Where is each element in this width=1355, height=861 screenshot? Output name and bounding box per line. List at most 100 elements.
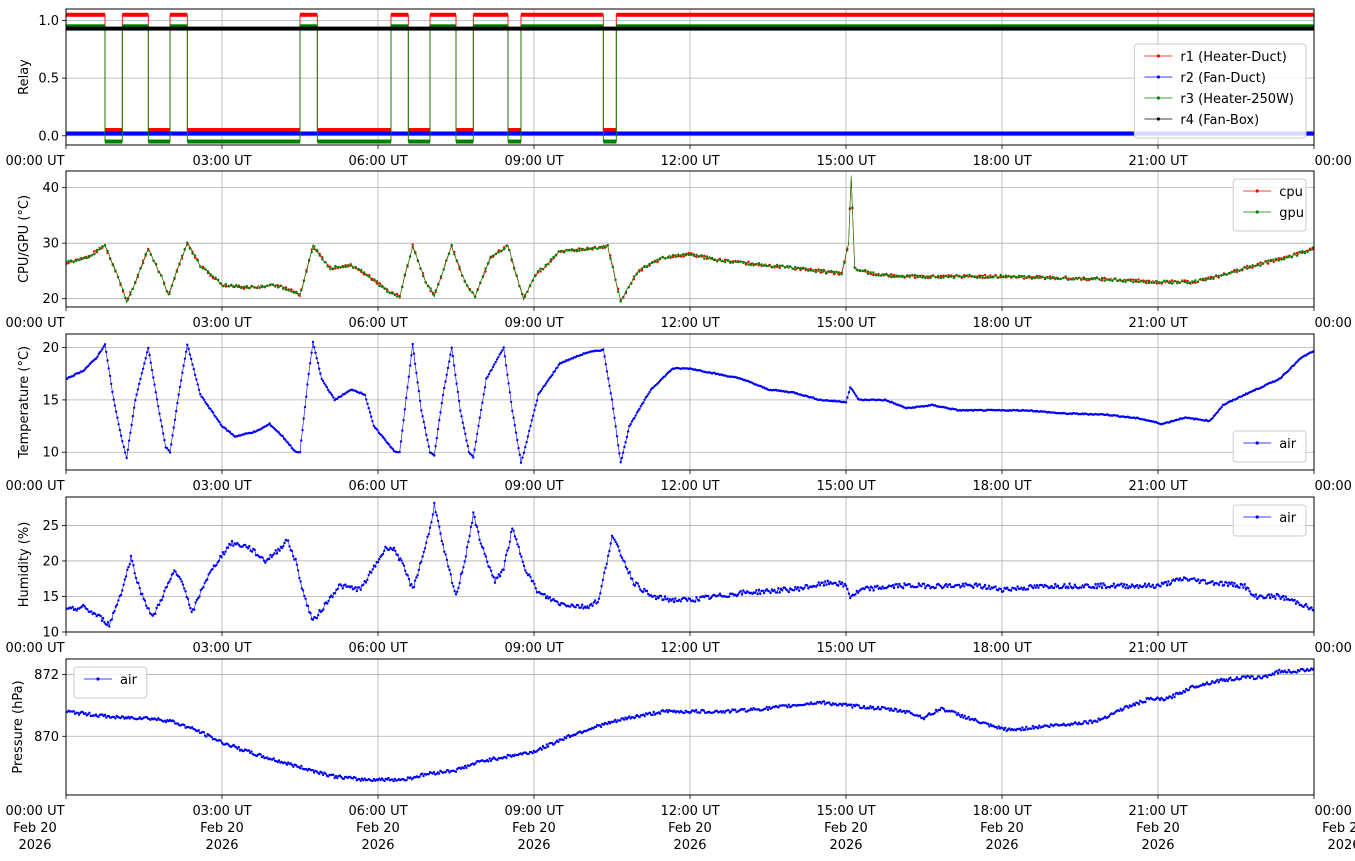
data-point bbox=[284, 286, 288, 289]
data-point bbox=[455, 259, 459, 262]
data-point bbox=[197, 388, 201, 391]
y-tick-label: 20 bbox=[42, 554, 59, 569]
data-point bbox=[742, 261, 745, 264]
data-point bbox=[420, 560, 423, 563]
data-point bbox=[936, 710, 939, 713]
series-markers bbox=[66, 501, 1314, 628]
data-point bbox=[770, 266, 774, 269]
data-point bbox=[1123, 583, 1126, 586]
data-point bbox=[1158, 698, 1162, 702]
data-point bbox=[924, 587, 927, 590]
data-point bbox=[562, 738, 565, 742]
data-point bbox=[634, 414, 637, 417]
data-point bbox=[273, 552, 276, 555]
data-point bbox=[978, 583, 982, 586]
data-point bbox=[139, 267, 142, 270]
data-point bbox=[617, 444, 620, 447]
data-point bbox=[183, 357, 187, 360]
data-point bbox=[374, 565, 377, 568]
data-point bbox=[603, 355, 606, 358]
data-point bbox=[785, 704, 788, 707]
data-point bbox=[179, 577, 182, 581]
data-point bbox=[501, 349, 504, 352]
data-point bbox=[591, 604, 594, 607]
data-point bbox=[849, 703, 853, 706]
data-point bbox=[473, 295, 477, 299]
data-point bbox=[781, 589, 784, 592]
data-point bbox=[1243, 583, 1246, 586]
data-point bbox=[401, 429, 404, 432]
data-point bbox=[1118, 709, 1121, 713]
data-point bbox=[136, 273, 140, 276]
data-point bbox=[1157, 697, 1160, 700]
data-point bbox=[69, 259, 73, 262]
data-point bbox=[929, 276, 932, 280]
data-point bbox=[908, 275, 911, 279]
data-point bbox=[264, 561, 267, 564]
data-point bbox=[792, 589, 796, 592]
data-point bbox=[1183, 280, 1187, 284]
data-point bbox=[1279, 597, 1282, 601]
data-point bbox=[545, 743, 548, 746]
data-point bbox=[484, 270, 487, 273]
data-point bbox=[510, 258, 513, 261]
data-point bbox=[388, 291, 391, 294]
data-point bbox=[417, 389, 421, 393]
data-point bbox=[219, 739, 222, 742]
data-point bbox=[1267, 262, 1270, 265]
x-tick-label: 12:00 UT bbox=[660, 479, 719, 494]
data-point bbox=[643, 715, 646, 718]
data-point bbox=[1012, 275, 1015, 278]
data-point bbox=[281, 434, 284, 438]
data-point bbox=[216, 561, 219, 564]
data-point bbox=[537, 393, 540, 396]
data-point bbox=[265, 559, 268, 562]
data-point bbox=[622, 296, 625, 299]
data-point bbox=[1246, 264, 1249, 268]
data-point bbox=[437, 283, 440, 286]
data-point bbox=[626, 430, 630, 433]
data-point bbox=[1137, 278, 1140, 281]
data-point bbox=[149, 361, 152, 364]
data-point bbox=[137, 581, 140, 585]
data-point bbox=[1269, 259, 1273, 263]
data-point bbox=[387, 776, 390, 780]
data-point bbox=[491, 574, 494, 577]
data-point bbox=[590, 602, 593, 606]
data-point bbox=[193, 373, 197, 377]
data-point bbox=[481, 275, 485, 279]
data-point bbox=[512, 416, 515, 419]
data-point bbox=[1124, 280, 1127, 284]
data-point bbox=[1246, 267, 1249, 270]
data-point bbox=[381, 552, 385, 556]
data-point bbox=[447, 565, 450, 568]
data-point bbox=[1256, 597, 1259, 601]
data-point bbox=[1086, 583, 1090, 587]
data-point bbox=[517, 446, 520, 450]
data-point bbox=[486, 375, 489, 378]
data-point bbox=[614, 425, 617, 428]
data-point bbox=[1145, 281, 1148, 285]
data-point bbox=[1205, 681, 1209, 684]
data-point bbox=[509, 530, 513, 534]
data-point bbox=[479, 408, 483, 412]
x-tick-label: 2026 bbox=[361, 838, 394, 853]
data-point bbox=[149, 253, 153, 256]
data-point bbox=[596, 247, 599, 251]
data-point bbox=[642, 401, 645, 404]
data-point bbox=[877, 274, 880, 277]
data-point bbox=[321, 258, 324, 261]
data-point bbox=[487, 760, 490, 763]
data-point bbox=[543, 592, 546, 596]
data-point bbox=[1253, 595, 1256, 598]
data-point bbox=[736, 260, 740, 264]
data-point bbox=[377, 431, 381, 434]
data-point bbox=[111, 264, 115, 267]
data-point bbox=[761, 589, 764, 592]
data-point bbox=[671, 255, 675, 259]
data-point bbox=[454, 373, 457, 377]
data-point bbox=[279, 284, 282, 287]
data-point bbox=[202, 731, 205, 734]
data-point bbox=[640, 269, 644, 272]
data-point bbox=[987, 584, 991, 587]
